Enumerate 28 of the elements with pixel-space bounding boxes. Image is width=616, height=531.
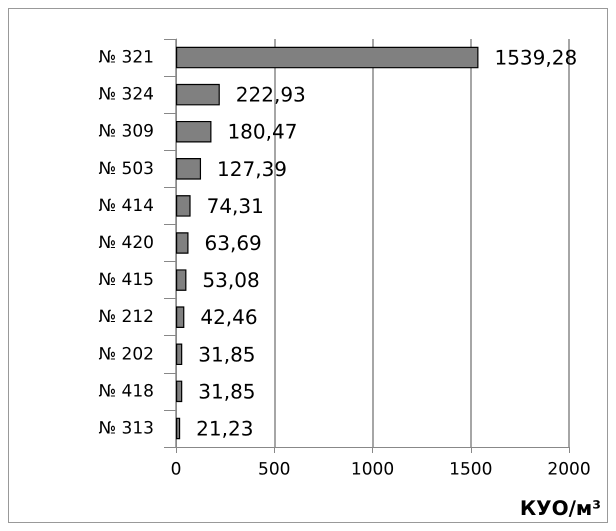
x-tick-label: 0 xyxy=(170,460,182,480)
x-tick-label: 1500 xyxy=(449,460,492,480)
data-label: 63,69 xyxy=(204,231,262,255)
y-tick-label: № 321 xyxy=(98,48,154,68)
data-label: 31,85 xyxy=(198,379,256,404)
y-tick-label: № 202 xyxy=(98,344,154,364)
x-tick-label: 1000 xyxy=(350,460,394,480)
y-tick-label: № 324 xyxy=(98,84,154,105)
y-tick-label: № 309 xyxy=(98,122,154,142)
x-tick-label: 2000 xyxy=(547,460,591,480)
data-label: 180,47 xyxy=(227,120,298,144)
data-label: 42,46 xyxy=(200,305,258,330)
y-tick-label: № 503 xyxy=(98,158,154,179)
x-tick-label: 500 xyxy=(258,460,290,480)
y-tick-label: № 420 xyxy=(98,233,154,253)
y-tick-label: № 414 xyxy=(98,196,154,216)
x-axis-title: КУО/м³ xyxy=(520,496,602,520)
data-label: 74,31 xyxy=(206,194,264,218)
y-tick-label: № 418 xyxy=(98,381,154,402)
y-tick-label: № 313 xyxy=(98,418,154,438)
data-label: 127,39 xyxy=(217,156,288,181)
data-label: 53,08 xyxy=(202,268,260,292)
data-label: 21,23 xyxy=(196,416,254,440)
data-label: 1539,28 xyxy=(494,46,578,70)
y-tick-label: № 415 xyxy=(98,270,154,290)
data-label: 222,93 xyxy=(236,82,306,107)
y-tick-label: № 212 xyxy=(98,307,154,328)
data-label: 31,85 xyxy=(198,342,256,366)
